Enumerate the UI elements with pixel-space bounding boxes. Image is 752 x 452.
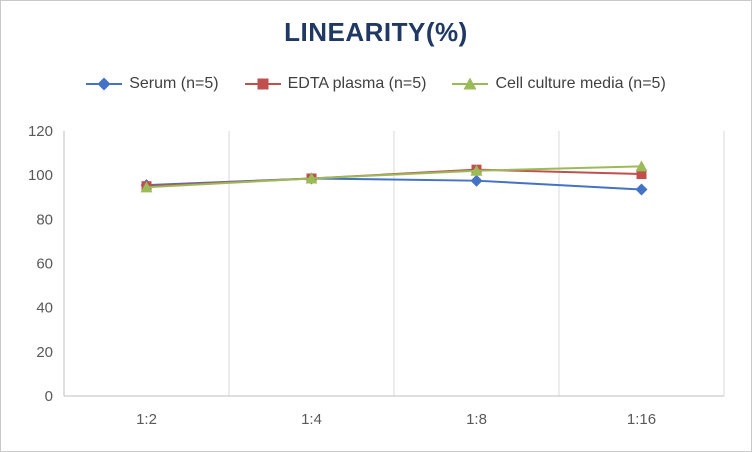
series-line-2 xyxy=(146,165,642,189)
marker-1 xyxy=(636,169,647,180)
y-tick-label: 60 xyxy=(36,256,53,273)
x-tick-label: 1:4 xyxy=(301,411,322,428)
marker-0 xyxy=(635,183,648,196)
marker-2 xyxy=(140,181,153,193)
legend-label: Cell culture media (n=5) xyxy=(495,75,666,92)
legend-marker-shape xyxy=(463,77,477,90)
marker-2 xyxy=(305,172,318,184)
legend-item-2: Cell culture media (n=5) xyxy=(452,75,666,93)
y-tick-label: 80 xyxy=(36,211,53,228)
marker-2 xyxy=(635,160,648,172)
square-marker-icon xyxy=(244,78,281,90)
diamond-marker-icon xyxy=(86,77,123,91)
x-tick-label: 1:8 xyxy=(466,411,487,428)
triangle-marker-icon xyxy=(452,77,489,90)
x-tick-label: 1:2 xyxy=(136,411,157,428)
y-tick-label: 20 xyxy=(36,344,53,361)
legend-marker-shape xyxy=(97,77,111,91)
chart-title: LINEARITY(%) xyxy=(284,17,468,47)
y-tick-label: 100 xyxy=(28,167,53,184)
marker-2 xyxy=(470,164,483,176)
legend-label: Serum (n=5) xyxy=(129,75,219,92)
y-tick-label: 120 xyxy=(28,123,53,140)
y-tick-label: 40 xyxy=(36,300,53,317)
legend-label: EDTA plasma (n=5) xyxy=(287,75,427,92)
marker-0 xyxy=(470,174,483,187)
legend-item-1: EDTA plasma (n=5) xyxy=(244,75,427,93)
legend-marker-shape xyxy=(257,78,269,90)
x-tick-label: 1:16 xyxy=(627,411,656,428)
legend-item-0: Serum (n=5) xyxy=(86,75,219,93)
y-tick-label: 0 xyxy=(45,388,53,405)
chart-legend: Serum (n=5) EDTA plasma (n=5) Cell culture… xyxy=(1,75,751,93)
